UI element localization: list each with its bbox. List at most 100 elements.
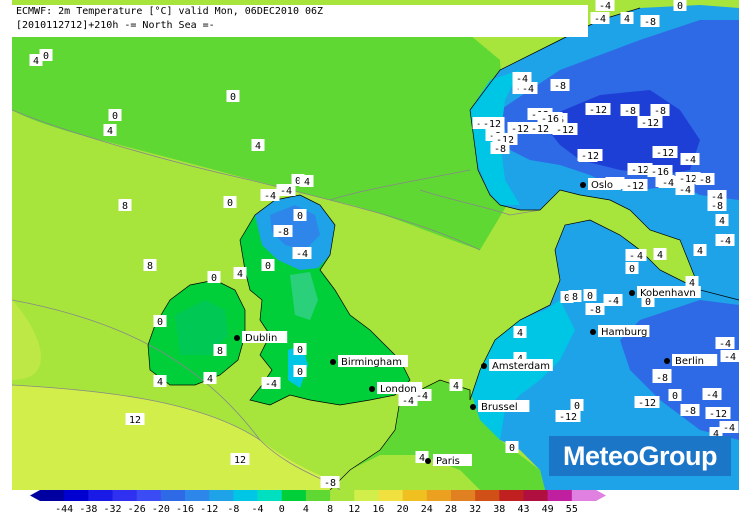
svg-text:Hamburg: Hamburg xyxy=(601,327,647,338)
colorbar: -44 -38 -32 -26 -20 -16 -12 -8 -4 0 4 8 12 16 20 24 28 32… xyxy=(30,490,606,515)
ireland-light xyxy=(175,300,228,355)
temperature-label: 4 xyxy=(513,326,527,339)
city-london: London xyxy=(369,382,423,395)
city-oslo: Oslo xyxy=(580,178,621,191)
svg-text:-4: -4 xyxy=(719,339,731,350)
temperature-label: 4 xyxy=(300,175,314,188)
colorbar-swatch xyxy=(160,490,186,501)
city-markers: Dublin Birmingham London Amsterdam Brussel Pa… xyxy=(234,178,718,467)
colorbar-swatch xyxy=(209,490,234,501)
temperature-label: -8 xyxy=(707,199,727,212)
svg-text:-4: -4 xyxy=(711,192,723,203)
svg-text:0: 0 xyxy=(509,443,515,454)
temperature-label: -12 xyxy=(552,123,578,136)
svg-text:-12: -12 xyxy=(631,165,649,176)
colorbar-tick-label: 12 xyxy=(348,504,360,515)
temperature-label: -12 xyxy=(555,410,581,423)
svg-text:0: 0 xyxy=(295,176,301,187)
svg-text:-12: -12 xyxy=(638,398,656,409)
svg-text:-8: -8 xyxy=(656,373,668,384)
temperature-label: 4 xyxy=(29,54,43,67)
temperature-label: 0 xyxy=(108,109,122,122)
svg-text:-4: -4 xyxy=(724,352,736,363)
svg-text:-8: -8 xyxy=(711,201,723,212)
temperature-label: 0 xyxy=(293,365,307,378)
temperature-label: -4 xyxy=(715,337,735,350)
svg-text:4: 4 xyxy=(207,374,213,385)
temperature-label: -4 xyxy=(719,421,739,434)
city-berlin: Berlin xyxy=(664,354,718,367)
temperature-label: 0 xyxy=(207,271,221,284)
colorbar-swatch xyxy=(257,490,283,501)
svg-text:0: 0 xyxy=(297,345,303,356)
colorbar-tick-label: -16 xyxy=(176,504,194,515)
colorbar-tick-label: 0 xyxy=(279,504,285,515)
header-line-1: ECMWF: 2m Temperature [°C] valid Mon, 06… xyxy=(16,6,324,17)
colorbar-tick-label: 16 xyxy=(372,504,384,515)
colorbar-tick-label: 28 xyxy=(445,504,457,515)
svg-text:-8: -8 xyxy=(554,81,566,92)
temperature-label: -4 xyxy=(720,350,740,363)
city-paris: Paris xyxy=(425,454,472,467)
temperature-label: -12 xyxy=(705,407,731,420)
svg-text:-12: -12 xyxy=(656,148,674,159)
west-yellow-field xyxy=(12,300,41,380)
svg-text:8: 8 xyxy=(572,292,578,303)
temperature-label: -12 xyxy=(577,149,603,162)
svg-text:-12: -12 xyxy=(679,174,697,185)
svg-text:-12: -12 xyxy=(496,135,514,146)
temperature-label: -16 xyxy=(537,112,563,125)
colorbar-tick-label: 32 xyxy=(469,504,481,515)
svg-text:-4: -4 xyxy=(416,391,428,402)
svg-text:Birmingham: Birmingham xyxy=(341,357,402,368)
svg-text:-8: -8 xyxy=(589,305,601,316)
temperature-label: 8 xyxy=(213,344,227,357)
svg-text:-12: -12 xyxy=(589,105,607,116)
svg-text:4: 4 xyxy=(713,429,719,440)
temperature-label: -4 xyxy=(603,294,623,307)
svg-text:0: 0 xyxy=(645,297,651,308)
colorbar-swatch xyxy=(330,490,355,501)
temperature-label: -12 xyxy=(527,122,553,135)
temperature-label: 0 xyxy=(673,0,687,12)
temperature-label: -8 xyxy=(550,79,570,92)
meteogroup-logo: MeteoGroup xyxy=(549,436,731,476)
temperature-label: -8 xyxy=(695,173,715,186)
temperature-label: -8 xyxy=(585,303,605,316)
continent-cold xyxy=(620,300,739,440)
temperature-label: 0 xyxy=(153,315,167,328)
temperature-label: -12 xyxy=(622,179,648,192)
city-amsterdam: Amsterdam xyxy=(481,359,553,372)
svg-text:-12: -12 xyxy=(559,412,577,423)
svg-text:Paris: Paris xyxy=(436,456,460,467)
svg-text:-4: -4 xyxy=(264,191,276,202)
colorbar-tick-label: -8 xyxy=(227,504,239,515)
temperature-label: -12 xyxy=(652,146,678,159)
colorbar-tick-label: -12 xyxy=(200,504,218,515)
temperature-label: 0 xyxy=(261,259,275,272)
colorbar-swatch xyxy=(523,490,549,501)
temperature-label: 4 xyxy=(449,379,463,392)
south-yellow-field xyxy=(12,385,360,490)
city-hamburg: Hamburg xyxy=(590,325,650,338)
svg-text:-4: -4 xyxy=(296,249,308,260)
temperature-label: -4 xyxy=(658,176,678,189)
temperature-label: 12 xyxy=(125,413,145,426)
temperature-label: 0 xyxy=(668,389,682,402)
temperature-label: -4 xyxy=(595,0,615,12)
temperature-label: -4 xyxy=(292,247,312,260)
temperature-label: -12 xyxy=(675,172,701,185)
svg-text:Kobenhavn: Kobenhavn xyxy=(640,288,696,299)
svg-text:0: 0 xyxy=(157,317,163,328)
colorbar-tick-label: -44 xyxy=(55,504,73,515)
svg-text:0: 0 xyxy=(574,401,580,412)
colorbar-tick-label: -26 xyxy=(128,504,146,515)
colorbar-swatch xyxy=(112,490,138,501)
temperature-label: -8 xyxy=(640,15,660,28)
temperature-label: 0 xyxy=(293,343,307,356)
svg-text:-12: -12 xyxy=(581,151,599,162)
temperature-label: -16 xyxy=(647,165,673,178)
svg-text:0: 0 xyxy=(43,51,49,62)
svg-text:Brussel: Brussel xyxy=(481,402,518,413)
svg-text:-8: -8 xyxy=(324,478,336,489)
